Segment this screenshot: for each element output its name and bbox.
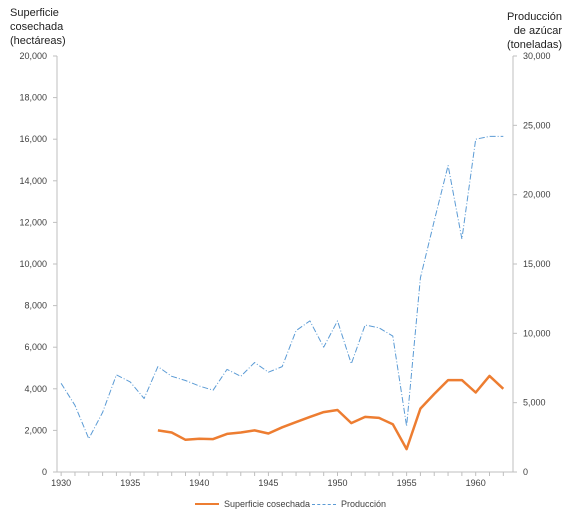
legend-item-superficie: Superficie cosechada (195, 496, 310, 512)
y-right-tick-label: 5,000 (523, 398, 546, 408)
y-left-tick-label: 20,000 (19, 51, 47, 61)
series-line-produccion (60, 135, 504, 440)
y-right-tick-label: 25,000 (523, 120, 551, 130)
y-right-tick-label: 30,000 (523, 51, 551, 61)
legend-item-produccion: Producción (312, 496, 386, 512)
legend-label-produccion: Producción (341, 499, 387, 509)
x-tick-label: 1955 (397, 478, 417, 488)
y-left-tick-label: 0 (42, 467, 47, 477)
y-left-tick-label: 2,000 (24, 425, 47, 435)
y-right-tick-label: 10,000 (523, 328, 551, 338)
y-axis-left-title-line-3: (hectáreas) (10, 35, 66, 47)
y-left-tick-label: 18,000 (19, 93, 47, 103)
x-tick-label: 1950 (327, 478, 347, 488)
y-axis-right-title-line-2: de azúcar (513, 25, 562, 37)
y-left-tick-label: 6,000 (24, 342, 47, 352)
y-left-tick-label: 4,000 (24, 384, 47, 394)
y-right-tick-label: 15,000 (523, 259, 551, 269)
y-axis-left-title: Superficie cosechada (hectáreas) (10, 6, 90, 48)
legend-swatch-superficie (195, 503, 219, 505)
y-axis-right-title-line-3: (toneladas) (506, 39, 562, 51)
x-tick-label: 1930 (51, 478, 71, 488)
y-left-tick-label: 16,000 (19, 134, 47, 144)
y-left-tick-label: 8,000 (24, 301, 47, 311)
series-line-superficie (157, 374, 505, 451)
y-right-tick-label: 20,000 (523, 190, 551, 200)
x-tick-label: 1960 (466, 478, 486, 488)
y-axis-left-title-line-1: Superficie (10, 7, 59, 19)
y-axis-right-title: Producción de azúcar (toneladas) (482, 10, 562, 52)
legend-swatch-produccion (312, 503, 336, 505)
y-axis-right-title-line-1: Producción (506, 11, 562, 23)
y-left-tick-label: 12,000 (19, 217, 47, 227)
y-left-tick-label: 10,000 (19, 259, 47, 269)
legend: Superficie cosechada Producción (0, 496, 568, 512)
x-tick-label: 1935 (120, 478, 140, 488)
y-axis-left-title-line-2: cosechada (10, 21, 64, 33)
x-tick-label: 1940 (189, 478, 209, 488)
x-tick-label: 1945 (258, 478, 278, 488)
y-right-tick-label: 0 (523, 467, 528, 477)
y-left-tick-label: 14,000 (19, 176, 47, 186)
legend-label-superficie: Superficie cosechada (224, 499, 311, 509)
